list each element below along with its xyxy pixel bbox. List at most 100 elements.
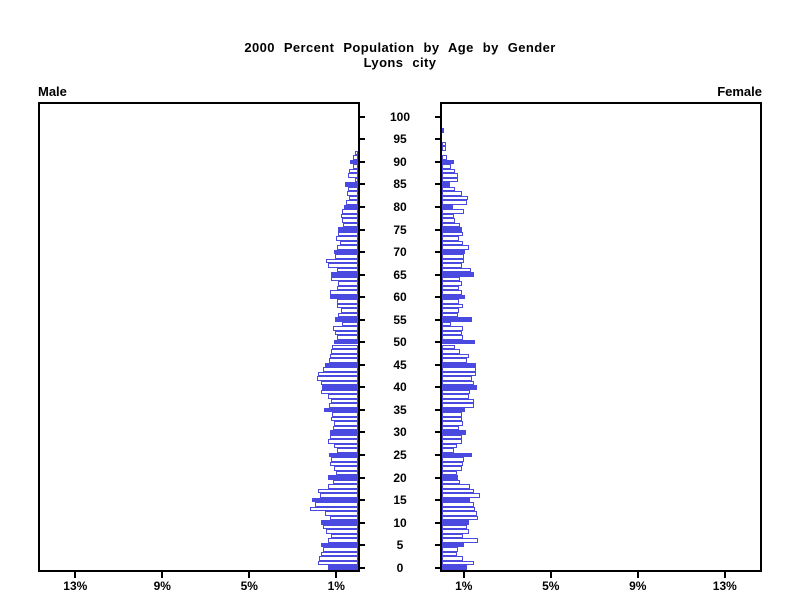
bar-male-age-75 — [338, 227, 358, 232]
age-axis-tick — [360, 408, 365, 411]
bar-male-age-69 — [335, 254, 358, 259]
percent-tick-label-left-5: 5% — [240, 579, 258, 593]
age-axis-tick — [360, 566, 365, 569]
bar-male-age-23 — [329, 461, 358, 467]
bar-male-age-79 — [341, 209, 358, 214]
age-tick-label-20: 20 — [393, 470, 407, 485]
bar-male-age-27 — [334, 443, 358, 449]
bar-male-age-25 — [328, 452, 358, 458]
age-axis-tick — [360, 183, 365, 186]
bar-female-age-25 — [442, 452, 473, 458]
age-tick-label-0: 0 — [396, 560, 404, 575]
bar-male-age-3 — [321, 551, 358, 557]
age-axis-tick — [435, 431, 440, 434]
bar-female-age-7 — [442, 533, 463, 539]
bar-female-age-66 — [442, 267, 472, 273]
bar-male-age-22 — [334, 466, 358, 471]
bar-female-age-76 — [442, 222, 461, 228]
bar-female-age-87 — [442, 173, 459, 178]
bar-female-age-56 — [442, 312, 459, 318]
bar-male-age-49 — [331, 344, 358, 349]
age-axis-tick — [435, 115, 440, 118]
bar-male-age-67 — [327, 263, 358, 268]
bar-female-age-68 — [442, 258, 464, 264]
bar-male-age-1 — [317, 560, 358, 566]
bar-male-age-40 — [322, 385, 358, 390]
bar-female-age-20 — [442, 475, 459, 480]
bar-female-age-43 — [442, 371, 476, 377]
bar-male-age-51 — [337, 335, 358, 340]
bar-male-age-2 — [318, 556, 358, 561]
bar-female-age-9 — [442, 524, 467, 530]
age-tick-label-30: 30 — [393, 425, 407, 440]
bar-female-age-8 — [442, 529, 470, 534]
bar-male-age-71 — [337, 245, 358, 250]
bar-female-age-58 — [442, 303, 463, 309]
percent-tick-left-9 — [161, 572, 164, 578]
bar-male-age-36 — [328, 403, 358, 408]
bar-female-age-93 — [442, 146, 447, 151]
bar-female-age-45 — [442, 362, 476, 368]
percent-tick-label-left-9: 9% — [153, 579, 171, 593]
bar-male-age-85 — [344, 182, 358, 187]
bar-female-age-61 — [442, 290, 462, 295]
age-axis-tick — [360, 341, 365, 344]
age-axis-tick — [435, 521, 440, 524]
bar-male-age-50 — [334, 339, 358, 345]
bar-female-age-38 — [442, 394, 470, 399]
bar-female-age-39 — [442, 389, 471, 395]
bar-male-age-31 — [333, 425, 358, 431]
bar-male-age-0 — [327, 565, 358, 570]
bar-male-age-61 — [329, 290, 358, 295]
age-axis-tick — [435, 544, 440, 547]
percent-tick-left-5 — [248, 572, 251, 578]
bar-male-age-35 — [324, 407, 358, 413]
bar-female-age-0 — [442, 565, 467, 570]
bar-male-age-65 — [330, 272, 358, 277]
bar-male-age-66 — [337, 267, 358, 273]
age-axis-tick — [360, 318, 365, 321]
bar-female-age-88 — [442, 168, 456, 174]
bar-male-age-19 — [333, 479, 358, 485]
bar-male-age-32 — [334, 421, 358, 426]
bar-male-age-10 — [321, 520, 358, 525]
bar-male-age-6 — [327, 538, 358, 543]
age-axis-tick — [435, 138, 440, 141]
bar-male-age-9 — [323, 524, 358, 530]
bar-female-age-6 — [442, 538, 478, 543]
age-tick-label-95: 95 — [393, 132, 407, 147]
bar-male-age-80 — [343, 204, 358, 210]
bar-female-age-83 — [442, 191, 462, 196]
bar-male-age-26 — [337, 448, 358, 453]
bar-female-age-11 — [442, 515, 478, 521]
age-axis-tick — [435, 499, 440, 502]
bar-male-age-63 — [338, 281, 358, 286]
bar-female-age-73 — [442, 236, 460, 241]
bar-male-age-89 — [352, 164, 358, 169]
bar-female-age-5 — [442, 542, 464, 548]
bar-male-age-29 — [329, 434, 358, 440]
age-axis-tick — [360, 251, 365, 253]
bar-female-age-52 — [442, 330, 462, 336]
bar-male-age-70 — [334, 249, 358, 255]
age-tick-label-50: 50 — [393, 335, 407, 350]
bar-male-age-24 — [330, 457, 358, 462]
age-axis-tick — [360, 296, 365, 299]
bar-female-age-94 — [442, 141, 447, 147]
bar-female-age-69 — [442, 254, 464, 259]
female-axis-label: Female — [717, 84, 762, 99]
bar-female-age-32 — [442, 421, 463, 426]
bar-female-age-60 — [442, 294, 465, 300]
age-axis-tick — [360, 228, 365, 231]
bar-male-age-20 — [327, 475, 358, 480]
bar-female-age-23 — [442, 461, 463, 467]
bar-female-age-26 — [442, 448, 454, 453]
bar-male-age-7 — [330, 533, 358, 539]
bar-male-age-15 — [312, 497, 358, 503]
bar-female-age-71 — [442, 245, 470, 250]
bar-female-age-15 — [442, 497, 471, 503]
percent-tick-label-right-9: 9% — [629, 579, 647, 593]
bar-female-age-40 — [442, 385, 477, 390]
bar-female-age-97 — [442, 128, 445, 133]
